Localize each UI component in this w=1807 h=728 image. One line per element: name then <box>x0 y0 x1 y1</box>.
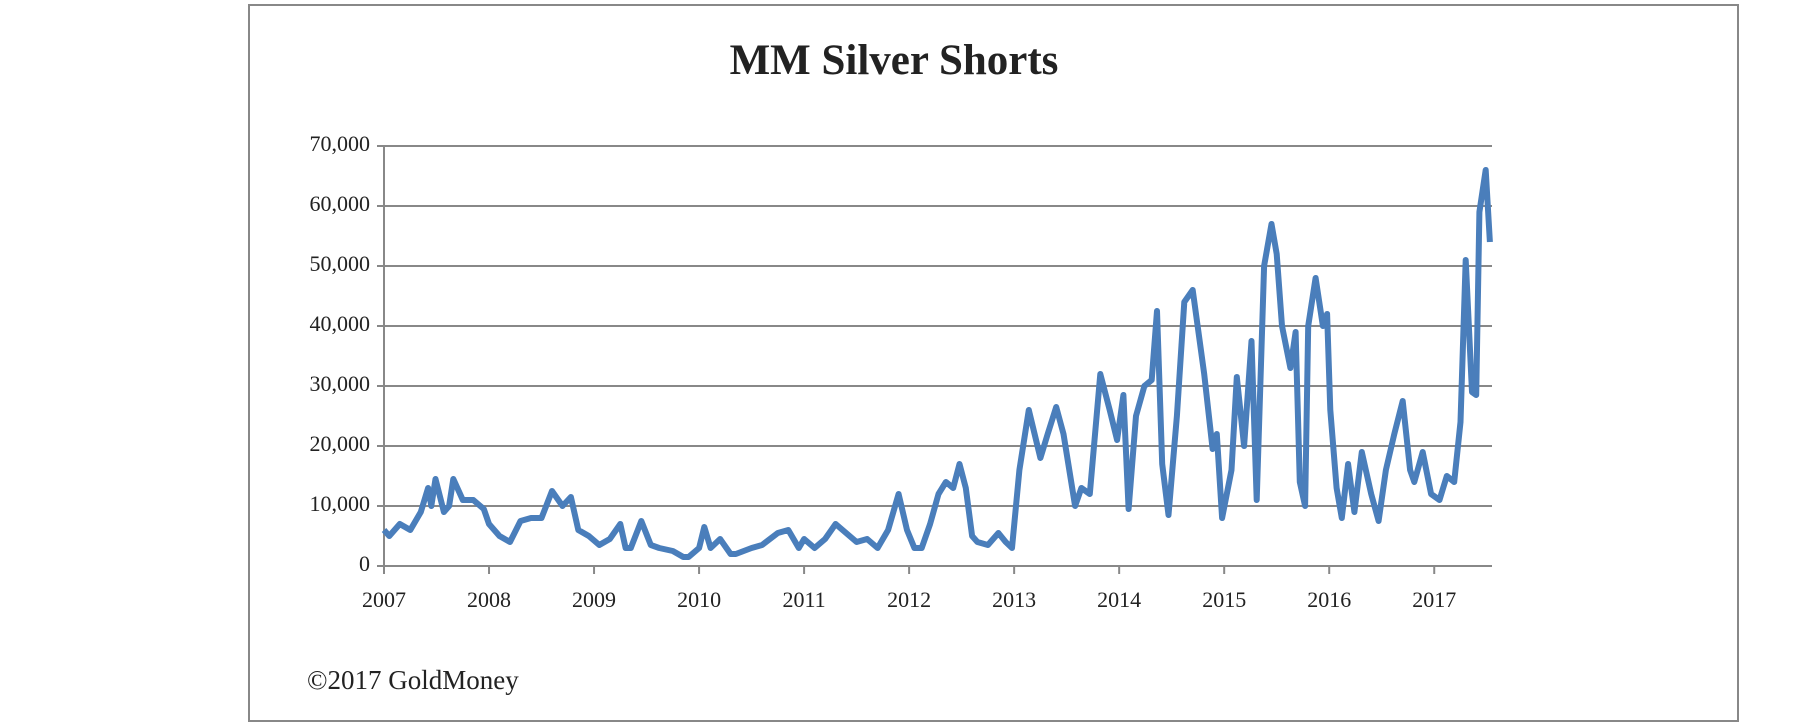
x-tick-label: 2009 <box>572 587 616 612</box>
y-tick-label: 30,000 <box>310 371 371 396</box>
x-tick-label: 2013 <box>992 587 1036 612</box>
x-tick-label: 2010 <box>677 587 721 612</box>
x-tick-label: 2007 <box>362 587 406 612</box>
y-tick-label: 50,000 <box>310 251 371 276</box>
x-tick-label: 2011 <box>783 587 826 612</box>
y-tick-label: 70,000 <box>310 131 371 156</box>
chart-frame <box>248 4 1739 722</box>
y-tick-label: 40,000 <box>310 311 371 336</box>
credit: ©2017 GoldMoney <box>307 665 519 695</box>
data-line <box>381 167 1493 560</box>
chart-title: MM Silver Shorts <box>730 37 1059 84</box>
x-tick-label: 2012 <box>887 587 931 612</box>
x-tick-label: 2016 <box>1307 587 1351 612</box>
y-tick-label: 0 <box>359 551 370 576</box>
y-tick-label: 10,000 <box>310 491 371 516</box>
x-tick-label: 2015 <box>1202 587 1246 612</box>
x-tick-label: 2008 <box>467 587 511 612</box>
y-tick-label: 60,000 <box>310 191 371 216</box>
y-tick-label: 20,000 <box>310 431 371 456</box>
x-tick-label: 2017 <box>1412 587 1456 612</box>
x-tick-label: 2014 <box>1097 587 1141 612</box>
